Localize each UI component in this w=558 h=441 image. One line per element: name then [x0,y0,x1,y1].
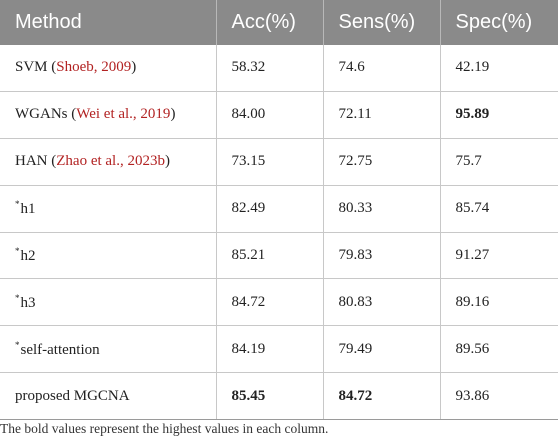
method-name: h3 [20,294,36,311]
method-name: h1 [20,201,36,218]
method-cell: proposed MGCNA [0,372,216,421]
results-table: Method Acc(%) Sens(%) Spec(%) SVM (Shoeb… [0,0,558,421]
asterisk-marker: * [15,292,20,303]
table-row: WGANs (Wei et al., 2019) 84.00 72.11 95.89 [0,91,558,139]
citation-link[interactable]: Zhao et al., 2023b [56,153,165,170]
sens-cell: 80.83 [322,278,440,327]
acc-cell: 85.21 [215,232,323,280]
spec-cell: 75.7 [439,138,558,186]
table-row: *h3 84.72 80.83 89.16 [0,278,558,327]
sens-cell: 74.6 [322,45,440,92]
method-cell: SVM (Shoeb, 2009) [0,45,216,92]
method-name: self-attention [20,341,100,358]
sens-cell: 79.49 [322,325,440,374]
table-header: Method Acc(%) Sens(%) Spec(%) [0,0,558,45]
table-row: *self-attention 84.19 79.49 89.56 [0,325,558,374]
table-row: SVM (Shoeb, 2009) 58.32 74.6 42.19 [0,45,558,92]
method-name: proposed MGCNA [15,387,130,404]
acc-cell: 84.00 [215,91,323,139]
asterisk-marker: * [15,339,20,350]
spec-cell: 93.86 [439,372,558,421]
header-acc: Acc(%) [215,0,323,45]
header-method: Method [0,0,216,45]
asterisk-marker: * [15,246,20,256]
method-cell: *self-attention [0,325,216,374]
table-row: *h2 85.21 79.83 91.27 [0,232,558,280]
method-cell: *h2 [0,232,216,280]
sens-cell: 72.11 [322,91,440,139]
citation-link[interactable]: Wei et al., 2019 [76,106,171,123]
header-row: Method Acc(%) Sens(%) Spec(%) [0,0,558,45]
method-name: SVM [15,59,48,76]
method-name: h2 [20,248,36,264]
method-name: WGANs [15,106,68,123]
method-cell: WGANs (Wei et al., 2019) [0,91,216,139]
method-cell: *h3 [0,278,216,327]
acc-cell: 84.19 [215,325,323,374]
table-footnote: The bold values represent the highest va… [0,421,329,436]
table-row: *h1 82.49 80.33 85.74 [0,185,558,233]
acc-cell: 73.15 [215,138,323,186]
spec-cell: 89.56 [439,325,558,374]
sens-cell: 72.75 [322,138,440,186]
asterisk-marker: * [15,199,20,210]
spec-cell: 85.74 [439,185,558,233]
table-body: SVM (Shoeb, 2009) 58.32 74.6 42.19 WGANs (We… [0,45,558,421]
header-sens: Sens(%) [322,0,440,45]
sens-cell: 79.83 [322,232,440,280]
method-cell: HAN (Zhao et al., 2023b) [0,138,216,186]
spec-cell: 89.16 [439,278,558,327]
table-row: proposed MGCNA 85.45 84.72 93.86 [0,372,558,421]
table-row: HAN (Zhao et al., 2023b) 73.15 72.75 75.7 [0,138,558,186]
header-spec: Spec(%) [439,0,558,45]
spec-cell: 95.89 [439,91,558,139]
acc-cell: 82.49 [215,185,323,233]
citation-link[interactable]: Shoeb, 2009 [56,59,132,76]
spec-cell: 42.19 [439,45,558,92]
method-name: HAN [15,153,48,170]
acc-cell: 84.72 [215,278,323,327]
acc-cell: 58.32 [215,45,323,92]
spec-cell: 91.27 [439,232,558,280]
acc-cell: 85.45 [215,372,323,421]
sens-cell: 84.72 [322,372,440,421]
method-cell: *h1 [0,185,216,233]
sens-cell: 80.33 [322,185,440,233]
